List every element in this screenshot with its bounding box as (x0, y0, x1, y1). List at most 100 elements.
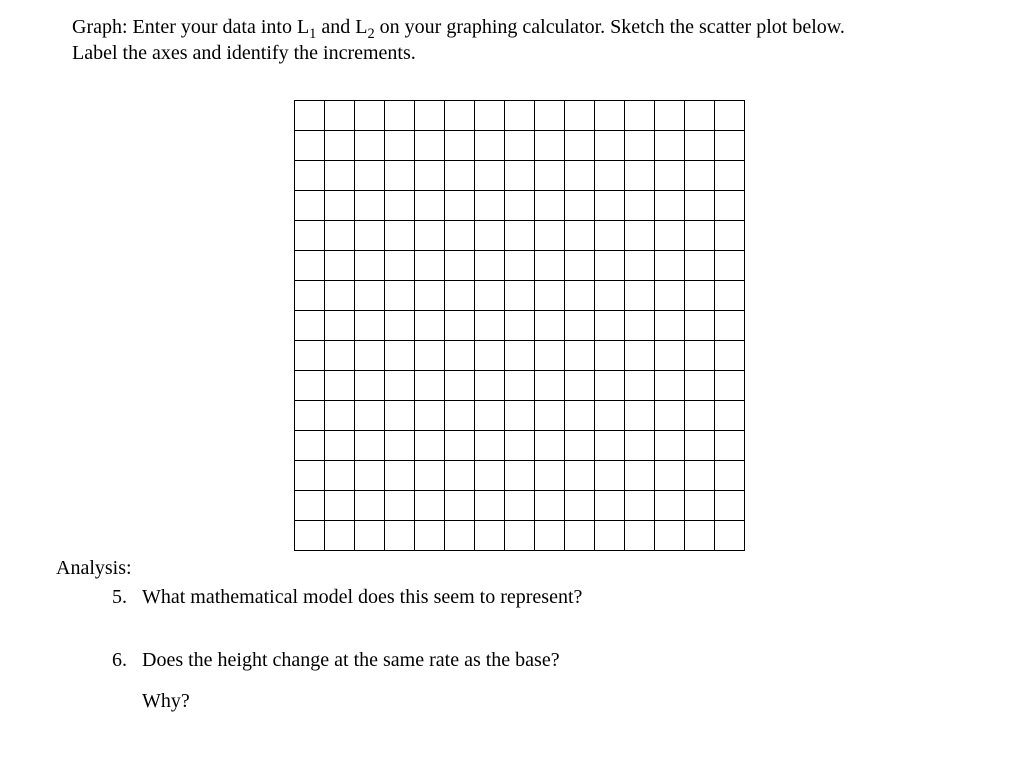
grid-cell (325, 161, 355, 191)
grid-cell (475, 401, 505, 431)
grid-cell (445, 131, 475, 161)
grid-cell (595, 281, 625, 311)
grid-cell (475, 281, 505, 311)
grid-cell (715, 251, 745, 281)
grid-cell (565, 431, 595, 461)
grid-cell (295, 311, 325, 341)
grid-cell (625, 491, 655, 521)
grid-cell (655, 401, 685, 431)
grid-cell (415, 131, 445, 161)
grid-cell (505, 161, 535, 191)
grid-cell (505, 461, 535, 491)
grid-cell (595, 191, 625, 221)
grid-cell (445, 431, 475, 461)
grid-cell (535, 431, 565, 461)
grid-cell (685, 371, 715, 401)
grid-cell (355, 521, 385, 551)
blank-grid-container (294, 100, 745, 551)
grid-cell (445, 341, 475, 371)
grid-cell (625, 341, 655, 371)
grid-cell (505, 401, 535, 431)
grid-cell (295, 101, 325, 131)
grid-cell (505, 491, 535, 521)
grid-cell (355, 191, 385, 221)
grid-cell (715, 521, 745, 551)
grid-cell (595, 311, 625, 341)
grid-cell (325, 221, 355, 251)
grid-cell (295, 491, 325, 521)
grid-cell (625, 251, 655, 281)
grid-cell (535, 191, 565, 221)
grid-cell (415, 311, 445, 341)
grid-cell (475, 311, 505, 341)
grid-cell (325, 311, 355, 341)
grid-cell (595, 131, 625, 161)
grid-cell (415, 101, 445, 131)
grid-cell (655, 371, 685, 401)
grid-cell (715, 281, 745, 311)
grid-cell (415, 161, 445, 191)
grid-cell (535, 341, 565, 371)
grid-cell (595, 401, 625, 431)
grid-cell (385, 521, 415, 551)
grid-cell (295, 341, 325, 371)
grid-cell (385, 221, 415, 251)
grid-cell (475, 431, 505, 461)
grid-cell (415, 401, 445, 431)
grid-cell (685, 251, 715, 281)
grid-cell (295, 221, 325, 251)
grid-cell (715, 371, 745, 401)
grid-cell (505, 341, 535, 371)
grid-cell (625, 461, 655, 491)
grid-cell (325, 251, 355, 281)
spacer (56, 611, 966, 647)
grid-cell (325, 431, 355, 461)
grid-cell (505, 191, 535, 221)
subscript-2: 2 (367, 26, 374, 42)
grid-cell (325, 131, 355, 161)
grid-cell (415, 341, 445, 371)
grid-cell (355, 461, 385, 491)
grid-cell (355, 101, 385, 131)
grid-cell (475, 161, 505, 191)
grid-cell (415, 251, 445, 281)
grid-cell (445, 191, 475, 221)
grid-cell (565, 341, 595, 371)
grid-cell (565, 281, 595, 311)
grid-cell (685, 281, 715, 311)
grid-cell (385, 251, 415, 281)
grid-cell (475, 221, 505, 251)
grid-cell (655, 431, 685, 461)
intro-line1-mid: and L (316, 16, 367, 38)
grid-cell (595, 371, 625, 401)
grid-cell (385, 401, 415, 431)
grid-cell (505, 251, 535, 281)
grid-cell (445, 311, 475, 341)
grid-cell (685, 161, 715, 191)
grid-cell (625, 131, 655, 161)
grid-cell (535, 131, 565, 161)
grid-cell (295, 371, 325, 401)
grid-cell (595, 101, 625, 131)
grid-cell (595, 161, 625, 191)
grid-cell (565, 221, 595, 251)
grid-cell (625, 521, 655, 551)
grid-cell (385, 101, 415, 131)
grid-cell (295, 251, 325, 281)
grid-cell (595, 341, 625, 371)
grid-cell (295, 431, 325, 461)
grid-cell (655, 221, 685, 251)
grid-cell (445, 401, 475, 431)
grid-cell (565, 371, 595, 401)
analysis-section: Analysis: 5. What mathematical model doe… (56, 555, 966, 715)
grid-cell (685, 101, 715, 131)
grid-cell (475, 341, 505, 371)
grid-cell (445, 521, 475, 551)
grid-cell (325, 101, 355, 131)
grid-cell (385, 431, 415, 461)
grid-cell (595, 461, 625, 491)
grid-cell (655, 491, 685, 521)
grid-cell (655, 251, 685, 281)
grid-cell (325, 521, 355, 551)
grid-cell (355, 221, 385, 251)
